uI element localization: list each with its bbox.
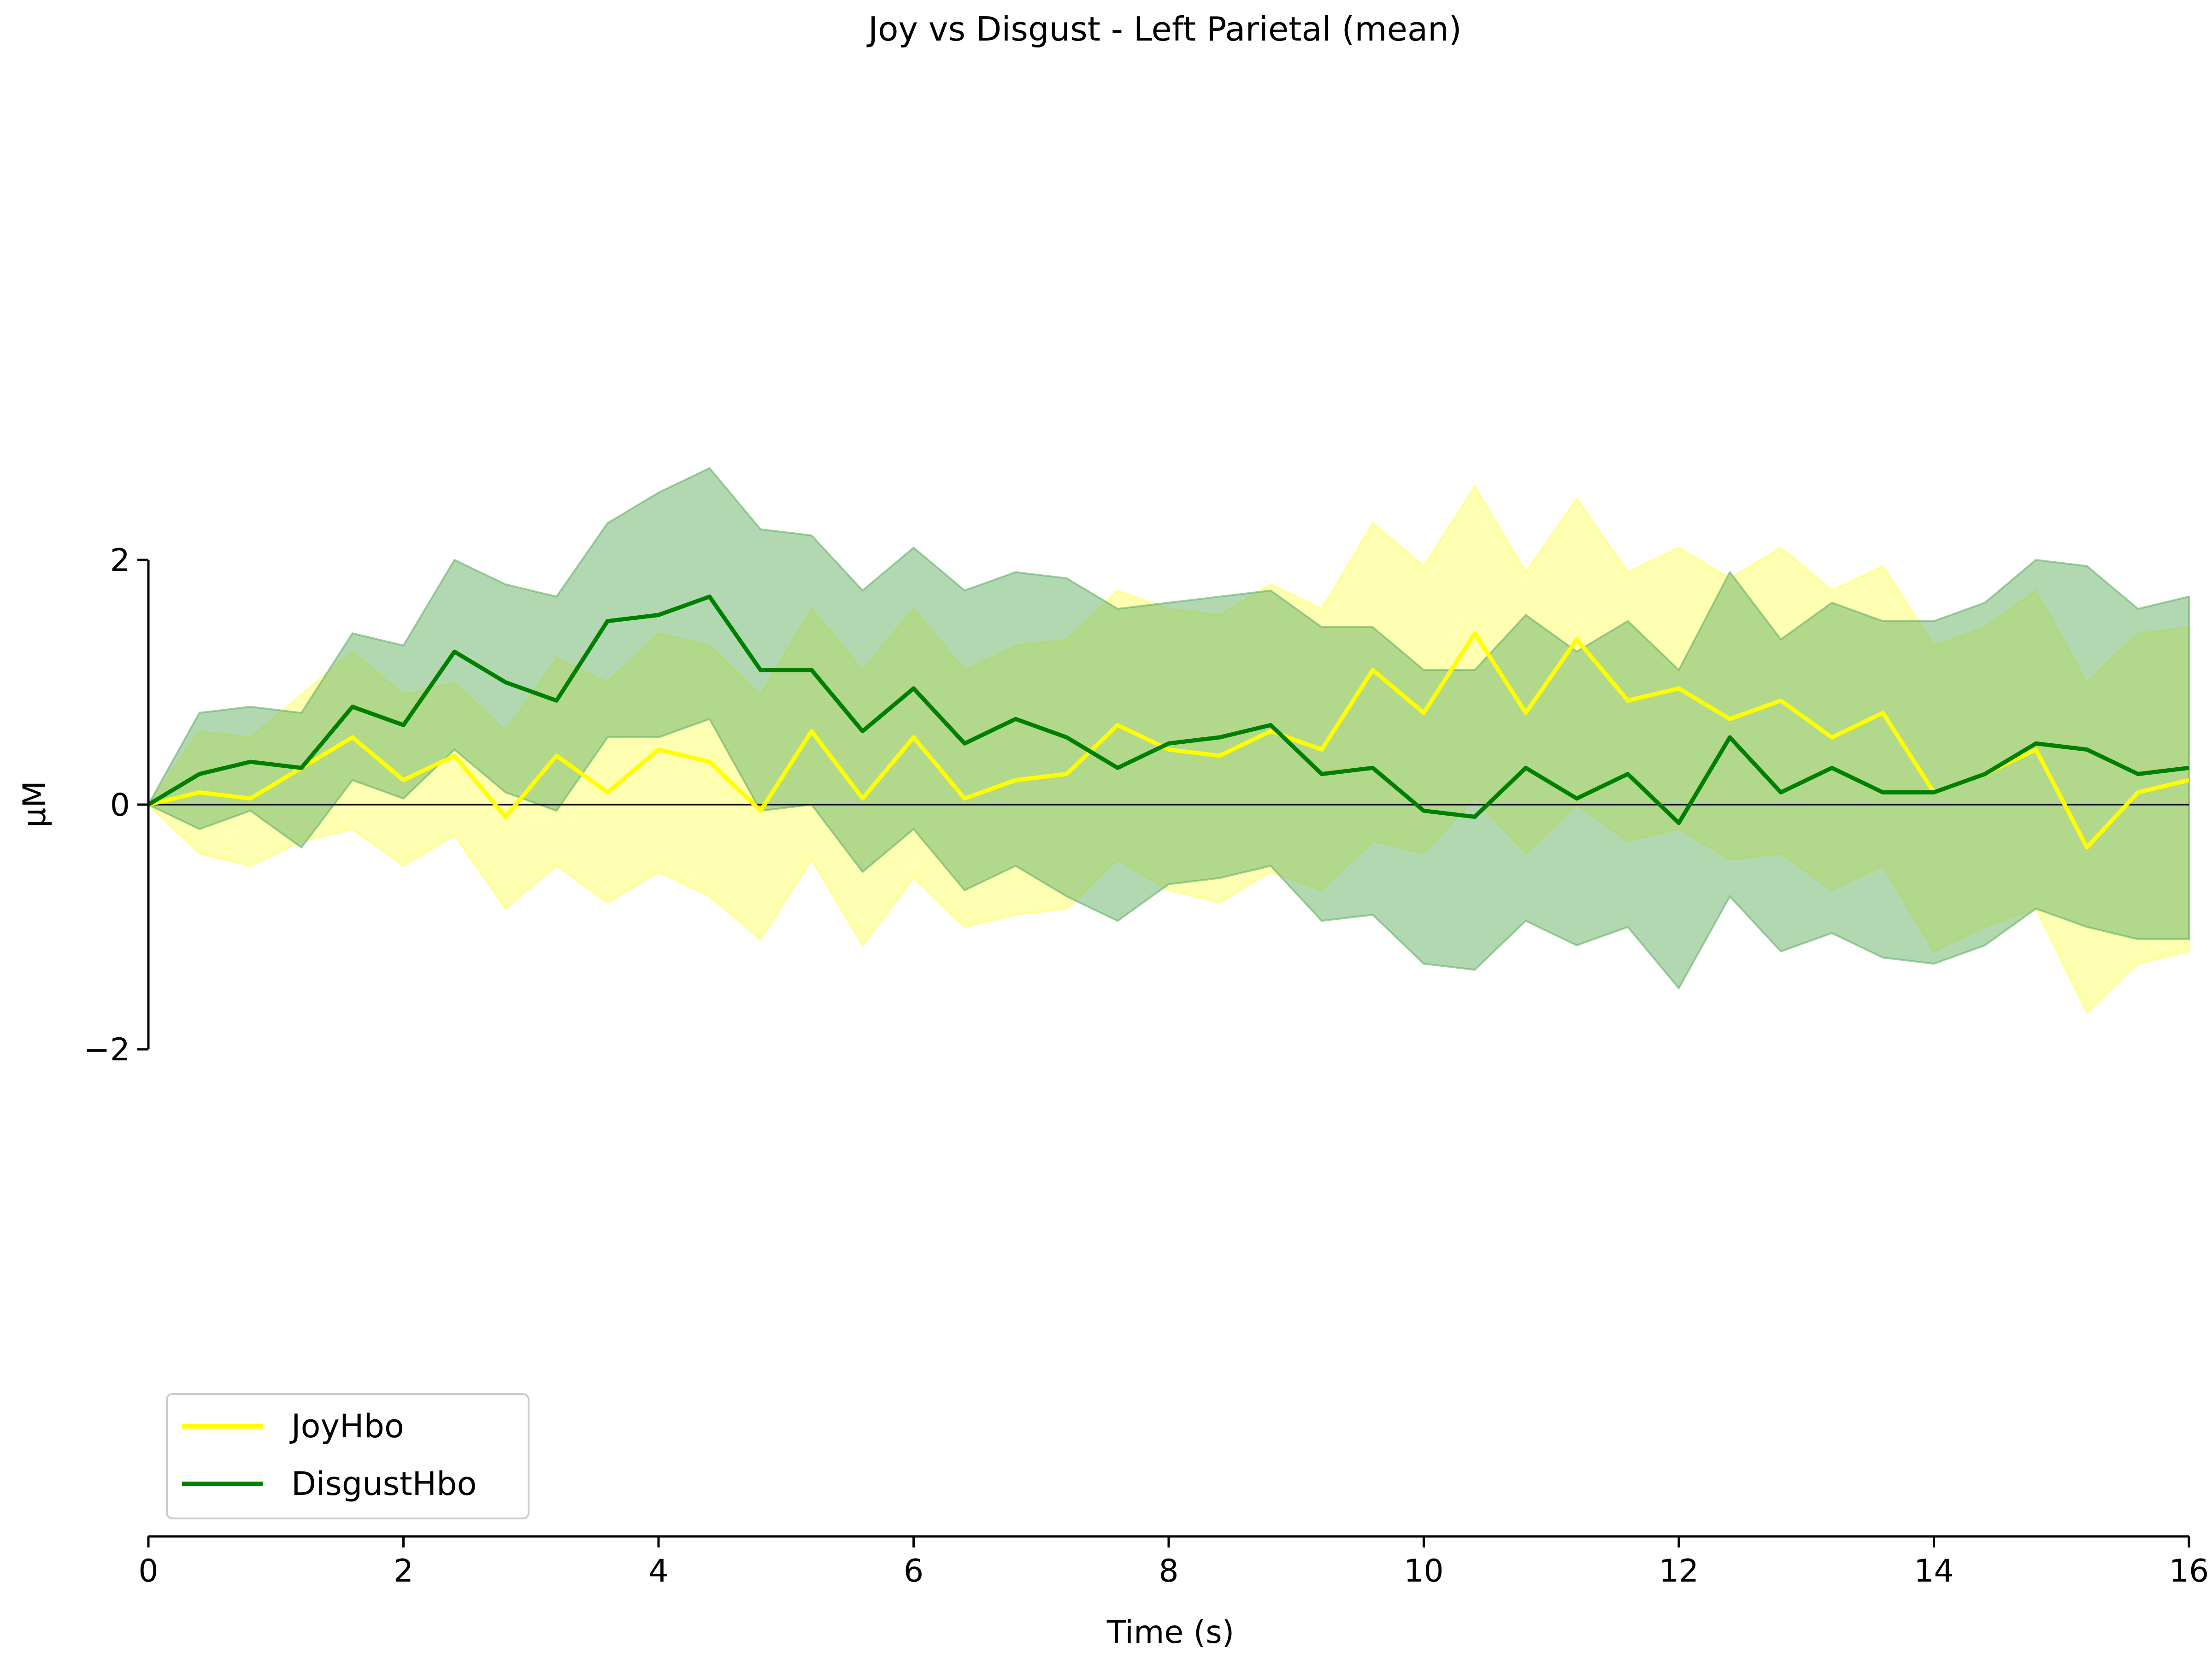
legend: JoyHbo DisgustHbo bbox=[166, 1393, 529, 1519]
legend-label-disgusthbo: DisgustHbo bbox=[291, 1465, 477, 1503]
y-tick-label: 0 bbox=[110, 787, 130, 824]
confidence-bands bbox=[147, 467, 2190, 1014]
x-tick-label: 2 bbox=[394, 1553, 413, 1589]
x-tick-label: 6 bbox=[904, 1553, 924, 1589]
x-tick-label: 14 bbox=[1914, 1553, 1954, 1589]
x-tick-label: 0 bbox=[138, 1553, 158, 1589]
series-lines bbox=[147, 594, 2190, 850]
y-tick-label: 2 bbox=[110, 542, 130, 579]
x-tick-label: 10 bbox=[1404, 1553, 1444, 1589]
x-tick-label: 8 bbox=[1159, 1553, 1178, 1589]
band-disgusthbo bbox=[147, 467, 2190, 990]
chart-title: Joy vs Disgust - Left Parietal (mean) bbox=[866, 10, 1462, 48]
x-axis: 0 2 4 6 8 10 12 14 16 bbox=[138, 1535, 2209, 1589]
x-tick-label: 16 bbox=[2169, 1553, 2209, 1589]
line-joyhbo bbox=[147, 631, 2190, 850]
legend-label-joyhbo: JoyHbo bbox=[289, 1407, 404, 1445]
y-axis-label: µM bbox=[17, 781, 53, 828]
line-disgusthbo bbox=[147, 594, 2189, 825]
x-tick-label: 4 bbox=[648, 1553, 668, 1589]
x-tick-label: 12 bbox=[1659, 1553, 1699, 1589]
x-axis-label: Time (s) bbox=[1106, 1614, 1235, 1651]
y-axis: −2 0 2 bbox=[84, 542, 150, 1068]
y-tick-label: −2 bbox=[84, 1032, 130, 1068]
